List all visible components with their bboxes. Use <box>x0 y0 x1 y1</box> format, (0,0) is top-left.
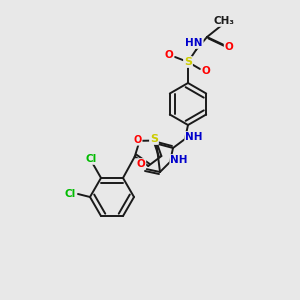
Text: S: S <box>184 57 192 67</box>
Text: NH: NH <box>185 132 203 142</box>
Text: Cl: Cl <box>64 189 76 199</box>
Text: O: O <box>165 50 173 60</box>
Text: O: O <box>225 42 233 52</box>
Text: O: O <box>202 66 210 76</box>
Text: O: O <box>136 159 146 169</box>
Text: NH: NH <box>170 155 188 165</box>
Text: O: O <box>134 135 142 145</box>
Text: Cl: Cl <box>85 154 97 164</box>
Text: CH₃: CH₃ <box>214 16 235 26</box>
Text: HN: HN <box>185 38 203 48</box>
Text: S: S <box>150 134 158 144</box>
